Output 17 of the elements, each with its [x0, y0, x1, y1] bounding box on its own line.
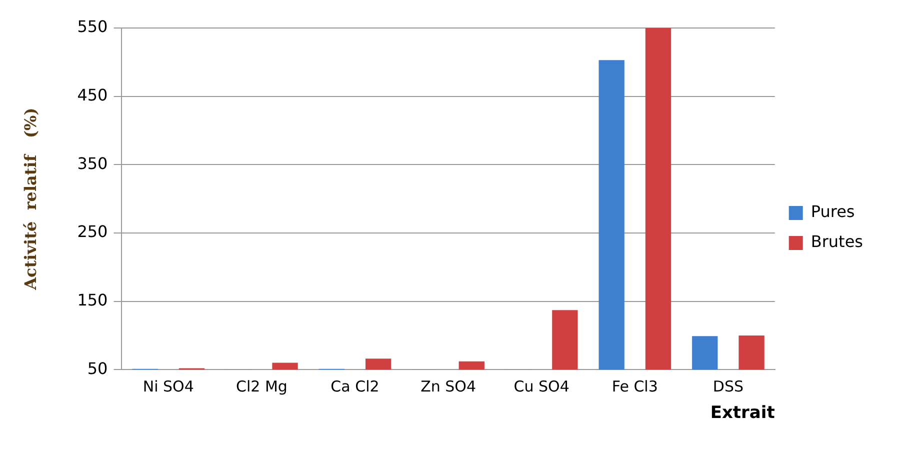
y-tick-label: 450 [77, 85, 108, 104]
x-tick-label: Cu SO4 [514, 377, 570, 396]
x-tick-label: Ni SO4 [142, 377, 194, 396]
y-tick-label: 250 [77, 222, 108, 242]
x-tick-label: Ca Cl2 [330, 377, 380, 396]
legend-label: Brutes [810, 232, 864, 252]
x-tick-label: Fe Cl3 [612, 377, 658, 396]
y-tick-label: 150 [77, 290, 108, 310]
x-tick-label: Cl2 Mg [236, 377, 288, 396]
legend-label: Pures [810, 202, 855, 222]
x-tick-label: Zn SO4 [420, 377, 476, 396]
y-tick-label: 50 [87, 358, 108, 378]
y-axis-title: Activité relatif (%) [20, 108, 40, 291]
x-tick-label: DSS [712, 377, 744, 396]
y-tick-label: 350 [77, 154, 108, 173]
x-axis-title: Extrait [710, 403, 775, 424]
y-tick-label: 550 [77, 17, 108, 36]
